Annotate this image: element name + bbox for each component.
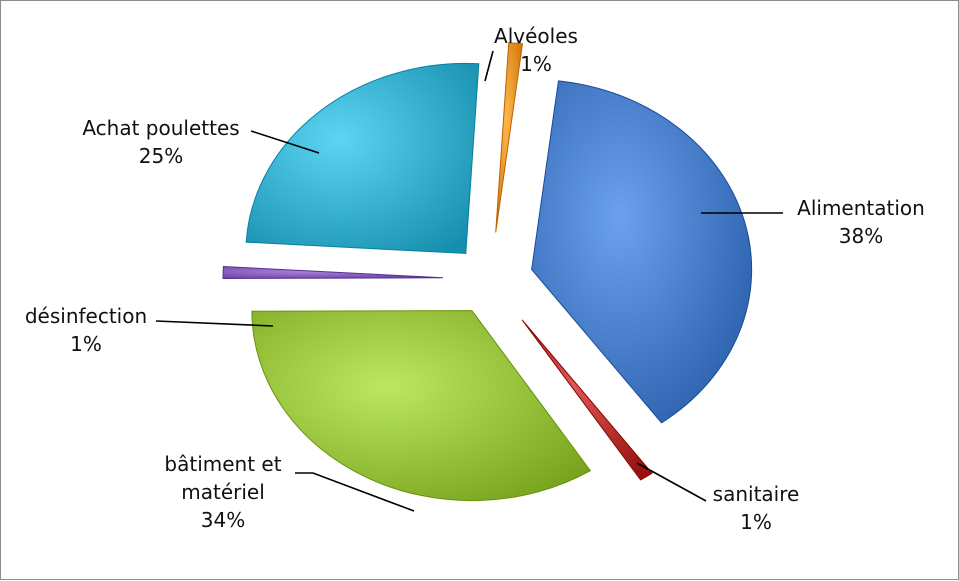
leader-line xyxy=(636,462,707,502)
slice-label: bâtiment et matériel 34% xyxy=(164,452,281,532)
pie-slice-b-timent-et-mat-riel xyxy=(251,310,592,502)
pie-slice-alimentation xyxy=(531,80,753,424)
pie-slices xyxy=(222,42,753,502)
pie-slice-d-sinfection xyxy=(222,266,444,279)
leader-lines xyxy=(155,50,783,512)
leader-line xyxy=(250,130,320,154)
pie-slice-achat-poulettes xyxy=(245,62,480,254)
pie-slice-alv-oles xyxy=(495,42,524,233)
leader-line xyxy=(295,472,415,512)
leader-line xyxy=(484,50,494,82)
slice-labels: Alimentation 38% sanitaire 1% bâtiment et mat… xyxy=(25,24,925,534)
leader-line xyxy=(155,320,274,327)
slice-label: Alimentation 38% xyxy=(797,196,925,248)
slice-label: Achat poulettes 25% xyxy=(82,116,239,168)
pie-slice-sanitaire xyxy=(521,319,653,481)
slice-label: sanitaire 1% xyxy=(713,482,800,534)
slice-label: Alvéoles 1% xyxy=(494,24,578,76)
slice-label: désinfection 1% xyxy=(25,304,147,356)
